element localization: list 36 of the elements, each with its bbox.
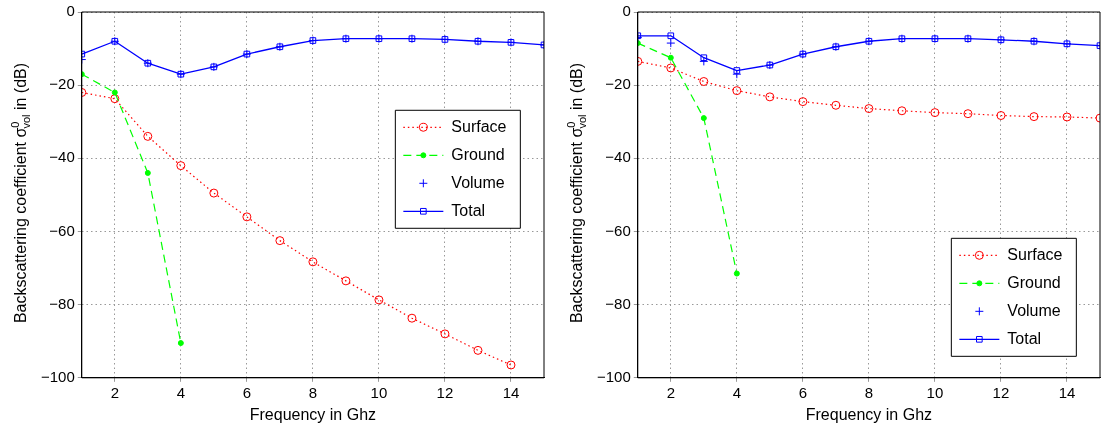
y-tick-label: −20: [49, 75, 75, 93]
x-tick-label: 12: [436, 383, 454, 401]
y-tick-label: −100: [596, 367, 631, 385]
legend-label: Total: [1007, 329, 1042, 347]
x-axis-title: Frequency in Ghz: [249, 405, 377, 423]
x-tick-label: 2: [666, 383, 675, 401]
legend-label: Total: [451, 201, 486, 219]
x-tick-label: 14: [1058, 383, 1076, 401]
y-tick-label: 0: [66, 2, 75, 20]
x-axis-title: Frequency in Ghz: [805, 405, 933, 423]
x-tick-label: 10: [926, 383, 944, 401]
y-tick-label: −40: [605, 148, 631, 166]
x-tick-label: 10: [370, 383, 388, 401]
y-tick-label: −20: [605, 75, 631, 93]
x-tick-label: 4: [176, 383, 185, 401]
y-tick-label: −100: [40, 367, 75, 385]
x-tick-label: 8: [308, 383, 318, 401]
x-tick-label: 4: [732, 383, 741, 401]
legend-label: Ground: [1007, 273, 1061, 291]
x-tick-label: 6: [798, 383, 808, 401]
y-tick-label: −80: [49, 294, 75, 312]
y-tick-label: 0: [622, 2, 631, 20]
y-tick-label: −60: [605, 221, 631, 239]
y-tick-label: −80: [605, 294, 631, 312]
y-tick-label: −40: [49, 148, 75, 166]
x-tick-label: 6: [242, 383, 252, 401]
x-tick-label: 12: [992, 383, 1010, 401]
x-tick-label: 2: [110, 383, 119, 401]
legend-label: Volume: [1007, 301, 1061, 319]
legend-label: Surface: [451, 117, 507, 135]
legend-label: Volume: [451, 173, 505, 191]
legend-label: Surface: [1007, 245, 1063, 263]
x-tick-label: 14: [502, 383, 520, 401]
legend-label: Ground: [451, 145, 505, 163]
x-tick-label: 8: [864, 383, 874, 401]
y-tick-label: −60: [49, 221, 75, 239]
